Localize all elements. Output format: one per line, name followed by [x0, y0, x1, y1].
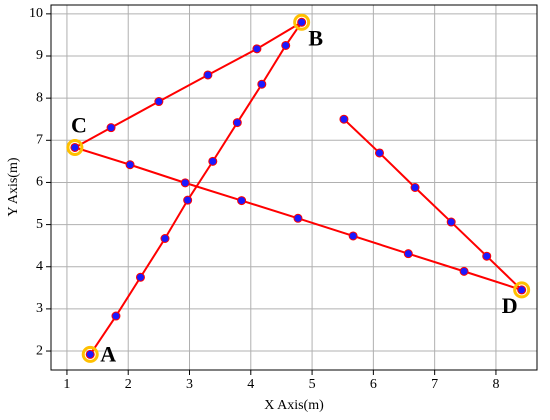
- data-point: [183, 195, 193, 205]
- data-point: [125, 160, 135, 170]
- y-tick-label: 4: [36, 259, 43, 274]
- plot-frame: [50, 4, 538, 371]
- y-tick-label: 8: [36, 90, 43, 105]
- highlight-ring: [293, 13, 311, 31]
- y-axis-label: Y Axis(m): [6, 157, 21, 216]
- x-axis-label: X Axis(m): [264, 398, 324, 413]
- highlight-ring: [66, 138, 84, 156]
- x-tick-label: 7: [431, 377, 438, 392]
- y-tick-label: 2: [36, 343, 43, 358]
- data-point: [297, 17, 307, 27]
- data-point: [252, 44, 262, 54]
- x-tick-label: 6: [370, 377, 377, 392]
- data-point: [403, 249, 413, 259]
- x-tick-label: 8: [492, 377, 499, 392]
- data-point: [339, 114, 349, 124]
- y-tick-label: 9: [36, 48, 43, 63]
- data-point: [111, 311, 121, 321]
- y-tick-label: 7: [36, 133, 43, 148]
- point-label: B: [308, 25, 323, 50]
- data-point: [374, 148, 384, 158]
- point-label: C: [71, 113, 87, 138]
- data-point: [232, 118, 242, 128]
- data-point: [85, 349, 95, 359]
- data-point: [257, 79, 267, 89]
- x-tick-label: 1: [63, 377, 70, 392]
- data-point: [410, 183, 420, 192]
- data-point: [180, 178, 190, 188]
- highlight-ring: [81, 345, 99, 363]
- point-label: A: [100, 341, 116, 366]
- data-point: [208, 156, 218, 166]
- y-tick-label: 5: [36, 217, 43, 232]
- data-point: [135, 272, 145, 282]
- x-tick-label: 3: [186, 377, 193, 392]
- data-point: [446, 217, 456, 227]
- data-point: [459, 266, 469, 276]
- data-point: [106, 123, 116, 133]
- data-point: [281, 40, 291, 50]
- y-tick-label: 6: [36, 175, 43, 190]
- highlight-ring: [513, 281, 531, 299]
- data-point: [293, 213, 303, 223]
- y-tick-label: 3: [36, 301, 43, 316]
- data-line: [72, 21, 523, 355]
- data-point: [203, 70, 213, 80]
- x-tick-label: 5: [309, 377, 316, 392]
- data-point: [70, 142, 80, 152]
- data-point: [482, 251, 492, 261]
- point-label: D: [502, 293, 518, 318]
- data-point: [237, 196, 247, 206]
- x-tick-label: 2: [125, 377, 132, 392]
- x-tick-label: 4: [247, 377, 254, 392]
- data-point: [160, 233, 170, 243]
- data-point: [517, 285, 527, 295]
- data-point: [348, 231, 358, 241]
- data-point: [154, 97, 164, 107]
- y-tick-label: 10: [29, 6, 43, 21]
